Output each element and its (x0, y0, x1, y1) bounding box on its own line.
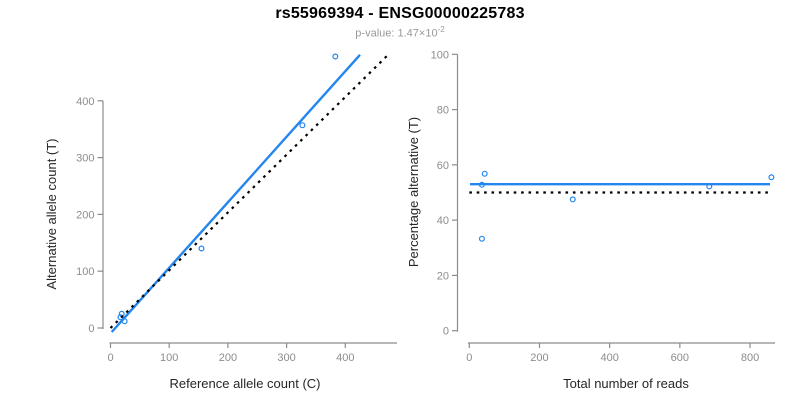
x-axis-tick-label: 100 (160, 352, 178, 364)
identity-line (109, 55, 388, 329)
y-axis-tick-label: 100 (431, 49, 449, 61)
x-axis-tick-label: 400 (336, 352, 354, 364)
data-point (481, 170, 488, 177)
p-value-text: p-value: 1.47×10 (355, 27, 438, 40)
x-axis-tick-label: 800 (741, 352, 759, 364)
y-axis-tick-label: 400 (76, 96, 94, 108)
y-axis-tick-label: 0 (88, 323, 94, 335)
x-axis-tick-label: 0 (466, 352, 472, 364)
data-point (332, 53, 339, 60)
x-axis-title: Total number of reads (563, 376, 689, 391)
allele-count-plot: 0 100 200 300 400 0 100 200 300 400 Reference alle… (44, 53, 397, 391)
y-axis-tick-label: 60 (437, 160, 449, 172)
x-axis-tick-label: 0 (107, 352, 113, 364)
y-axis-tick-label: 80 (437, 105, 449, 117)
data-point (768, 174, 775, 181)
data-point (299, 122, 306, 129)
x-axis-tick-label: 600 (671, 352, 689, 364)
y-axis-title: Percentage alternative (T) (406, 117, 421, 267)
y-axis-tick-label: 200 (76, 209, 94, 221)
data-point (569, 196, 576, 203)
figure-title: rs55969394 - ENSG00000225783 (275, 5, 525, 22)
p-value-exponent: -2 (437, 25, 445, 34)
x-axis-tick-label: 400 (600, 352, 618, 364)
figure-subtitle: p-value: 1.47×10-2 (0, 25, 800, 40)
x-axis-tick-label: 200 (530, 352, 548, 364)
data-point (478, 235, 485, 242)
percentage-plot: 0 200 400 600 800 0 20 40 60 80 100 Total number of… (406, 49, 775, 391)
x-axis-tick-label: 200 (219, 352, 237, 364)
y-axis-tick-label: 20 (437, 270, 449, 282)
y-axis-tick-label: 100 (76, 266, 94, 278)
x-axis-title: Reference allele count (C) (169, 376, 320, 391)
y-axis-tick-label: 40 (437, 215, 449, 227)
y-axis-tick-label: 0 (443, 326, 449, 338)
y-axis-tick-label: 300 (76, 153, 94, 165)
x-axis-tick-label: 300 (277, 352, 295, 364)
data-point (198, 245, 205, 252)
y-axis-title: Alternative allele count (T) (44, 138, 59, 289)
